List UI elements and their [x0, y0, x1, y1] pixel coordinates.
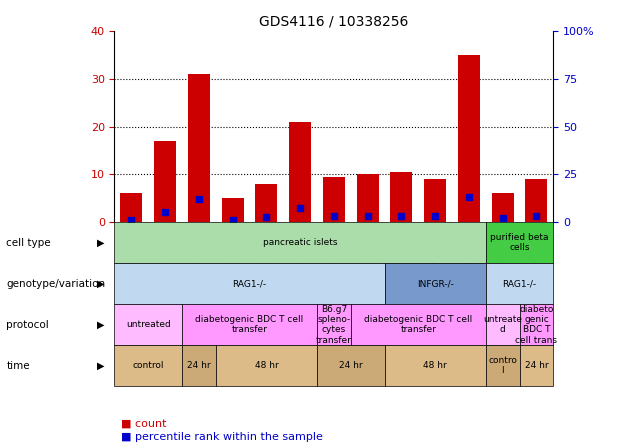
Title: GDS4116 / 10338256: GDS4116 / 10338256: [259, 15, 408, 28]
Bar: [520, 304, 553, 345]
Text: 24 hr: 24 hr: [339, 361, 363, 370]
Bar: [317, 345, 385, 386]
Text: 48 hr: 48 hr: [254, 361, 279, 370]
Bar: [154, 141, 176, 222]
Bar: [289, 122, 311, 222]
Bar: [458, 55, 480, 222]
Bar: [317, 304, 351, 345]
Text: contro
l: contro l: [488, 356, 517, 376]
Text: ▶: ▶: [97, 278, 105, 289]
Bar: [114, 345, 182, 386]
Text: ▶: ▶: [97, 238, 105, 248]
Text: time: time: [6, 361, 30, 371]
Bar: [182, 304, 317, 345]
Text: RAG1-/-: RAG1-/-: [502, 279, 537, 288]
Bar: [256, 184, 277, 222]
Text: diabetogenic BDC T cell
transfer: diabetogenic BDC T cell transfer: [364, 315, 473, 334]
Text: protocol: protocol: [6, 320, 49, 330]
Text: ■ count: ■ count: [121, 418, 167, 428]
Bar: [486, 222, 553, 263]
Bar: [391, 172, 412, 222]
Text: ■ percentile rank within the sample: ■ percentile rank within the sample: [121, 432, 322, 442]
Text: purified beta
cells: purified beta cells: [490, 233, 549, 252]
Text: B6.g7
spleno-
cytes
transfer: B6.g7 spleno- cytes transfer: [316, 305, 352, 345]
Text: RAG1-/-: RAG1-/-: [232, 279, 266, 288]
Text: 48 hr: 48 hr: [424, 361, 447, 370]
Bar: [114, 263, 385, 304]
Bar: [114, 222, 486, 263]
Text: pancreatic islets: pancreatic islets: [263, 238, 337, 247]
Bar: [120, 194, 142, 222]
Text: untreated: untreated: [126, 320, 170, 329]
Text: diabetogenic BDC T cell
transfer: diabetogenic BDC T cell transfer: [195, 315, 303, 334]
Text: INFGR-/-: INFGR-/-: [417, 279, 453, 288]
Bar: [385, 345, 486, 386]
Text: control: control: [132, 361, 164, 370]
Text: genotype/variation: genotype/variation: [6, 278, 106, 289]
Bar: [323, 177, 345, 222]
Bar: [216, 345, 317, 386]
Bar: [486, 304, 520, 345]
Bar: [182, 345, 216, 386]
Bar: [525, 179, 548, 222]
Bar: [424, 179, 446, 222]
Text: 24 hr: 24 hr: [187, 361, 211, 370]
Bar: [486, 345, 520, 386]
Bar: [385, 263, 486, 304]
Text: untreate
d: untreate d: [483, 315, 522, 334]
Bar: [520, 345, 553, 386]
Text: 24 hr: 24 hr: [525, 361, 548, 370]
Bar: [486, 263, 553, 304]
Text: diabeto
genic
BDC T
cell trans: diabeto genic BDC T cell trans: [515, 305, 557, 345]
Bar: [492, 194, 514, 222]
Text: ▶: ▶: [97, 320, 105, 330]
Text: cell type: cell type: [6, 238, 51, 248]
Bar: [114, 304, 182, 345]
Text: ▶: ▶: [97, 361, 105, 371]
Bar: [222, 198, 244, 222]
Bar: [357, 174, 378, 222]
Bar: [188, 74, 210, 222]
Bar: [351, 304, 486, 345]
